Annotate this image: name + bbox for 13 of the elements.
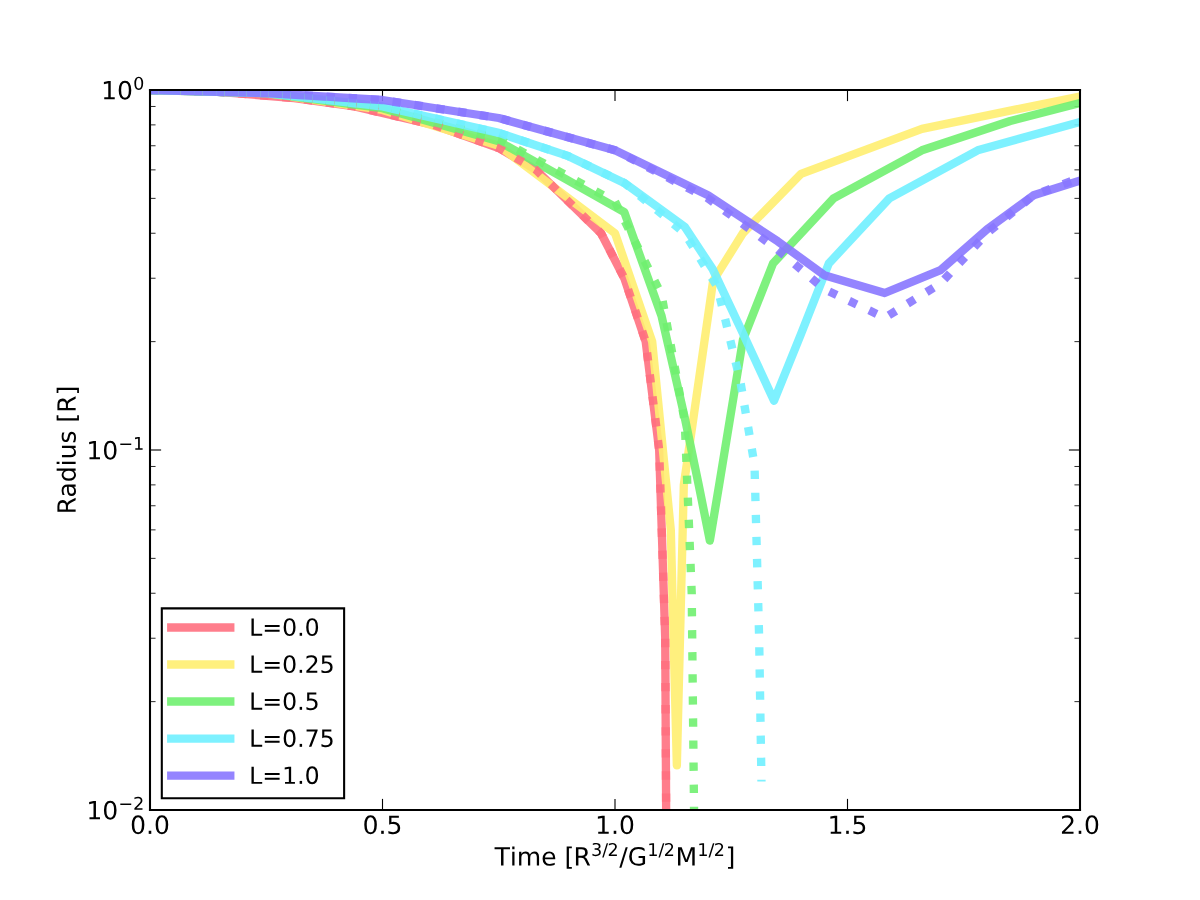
legend-label: L=0.0 (251, 618, 319, 637)
legend-label: L=0.75 (251, 729, 333, 748)
x-tick-label: 1.5 (830, 815, 866, 835)
x-tick-label: 2.0 (1061, 815, 1099, 835)
y-tick-label: 10$^{0}$ (103, 76, 144, 100)
x-axis-title: Time [R$^{3/2}$/G$^{1/2}$M$^{1/2}$] (494, 842, 734, 869)
legend-label: L=0.5 (251, 692, 318, 711)
x-tick-label: 1.0 (597, 815, 634, 835)
legend-label: L=0.25 (251, 655, 333, 674)
legend-label: L=1.0 (251, 766, 319, 785)
y-axis-title: Radius [R] (56, 387, 79, 512)
y-tick-label: 10$^{−1}$ (89, 437, 143, 460)
x-tick-label: 0.5 (364, 815, 401, 835)
